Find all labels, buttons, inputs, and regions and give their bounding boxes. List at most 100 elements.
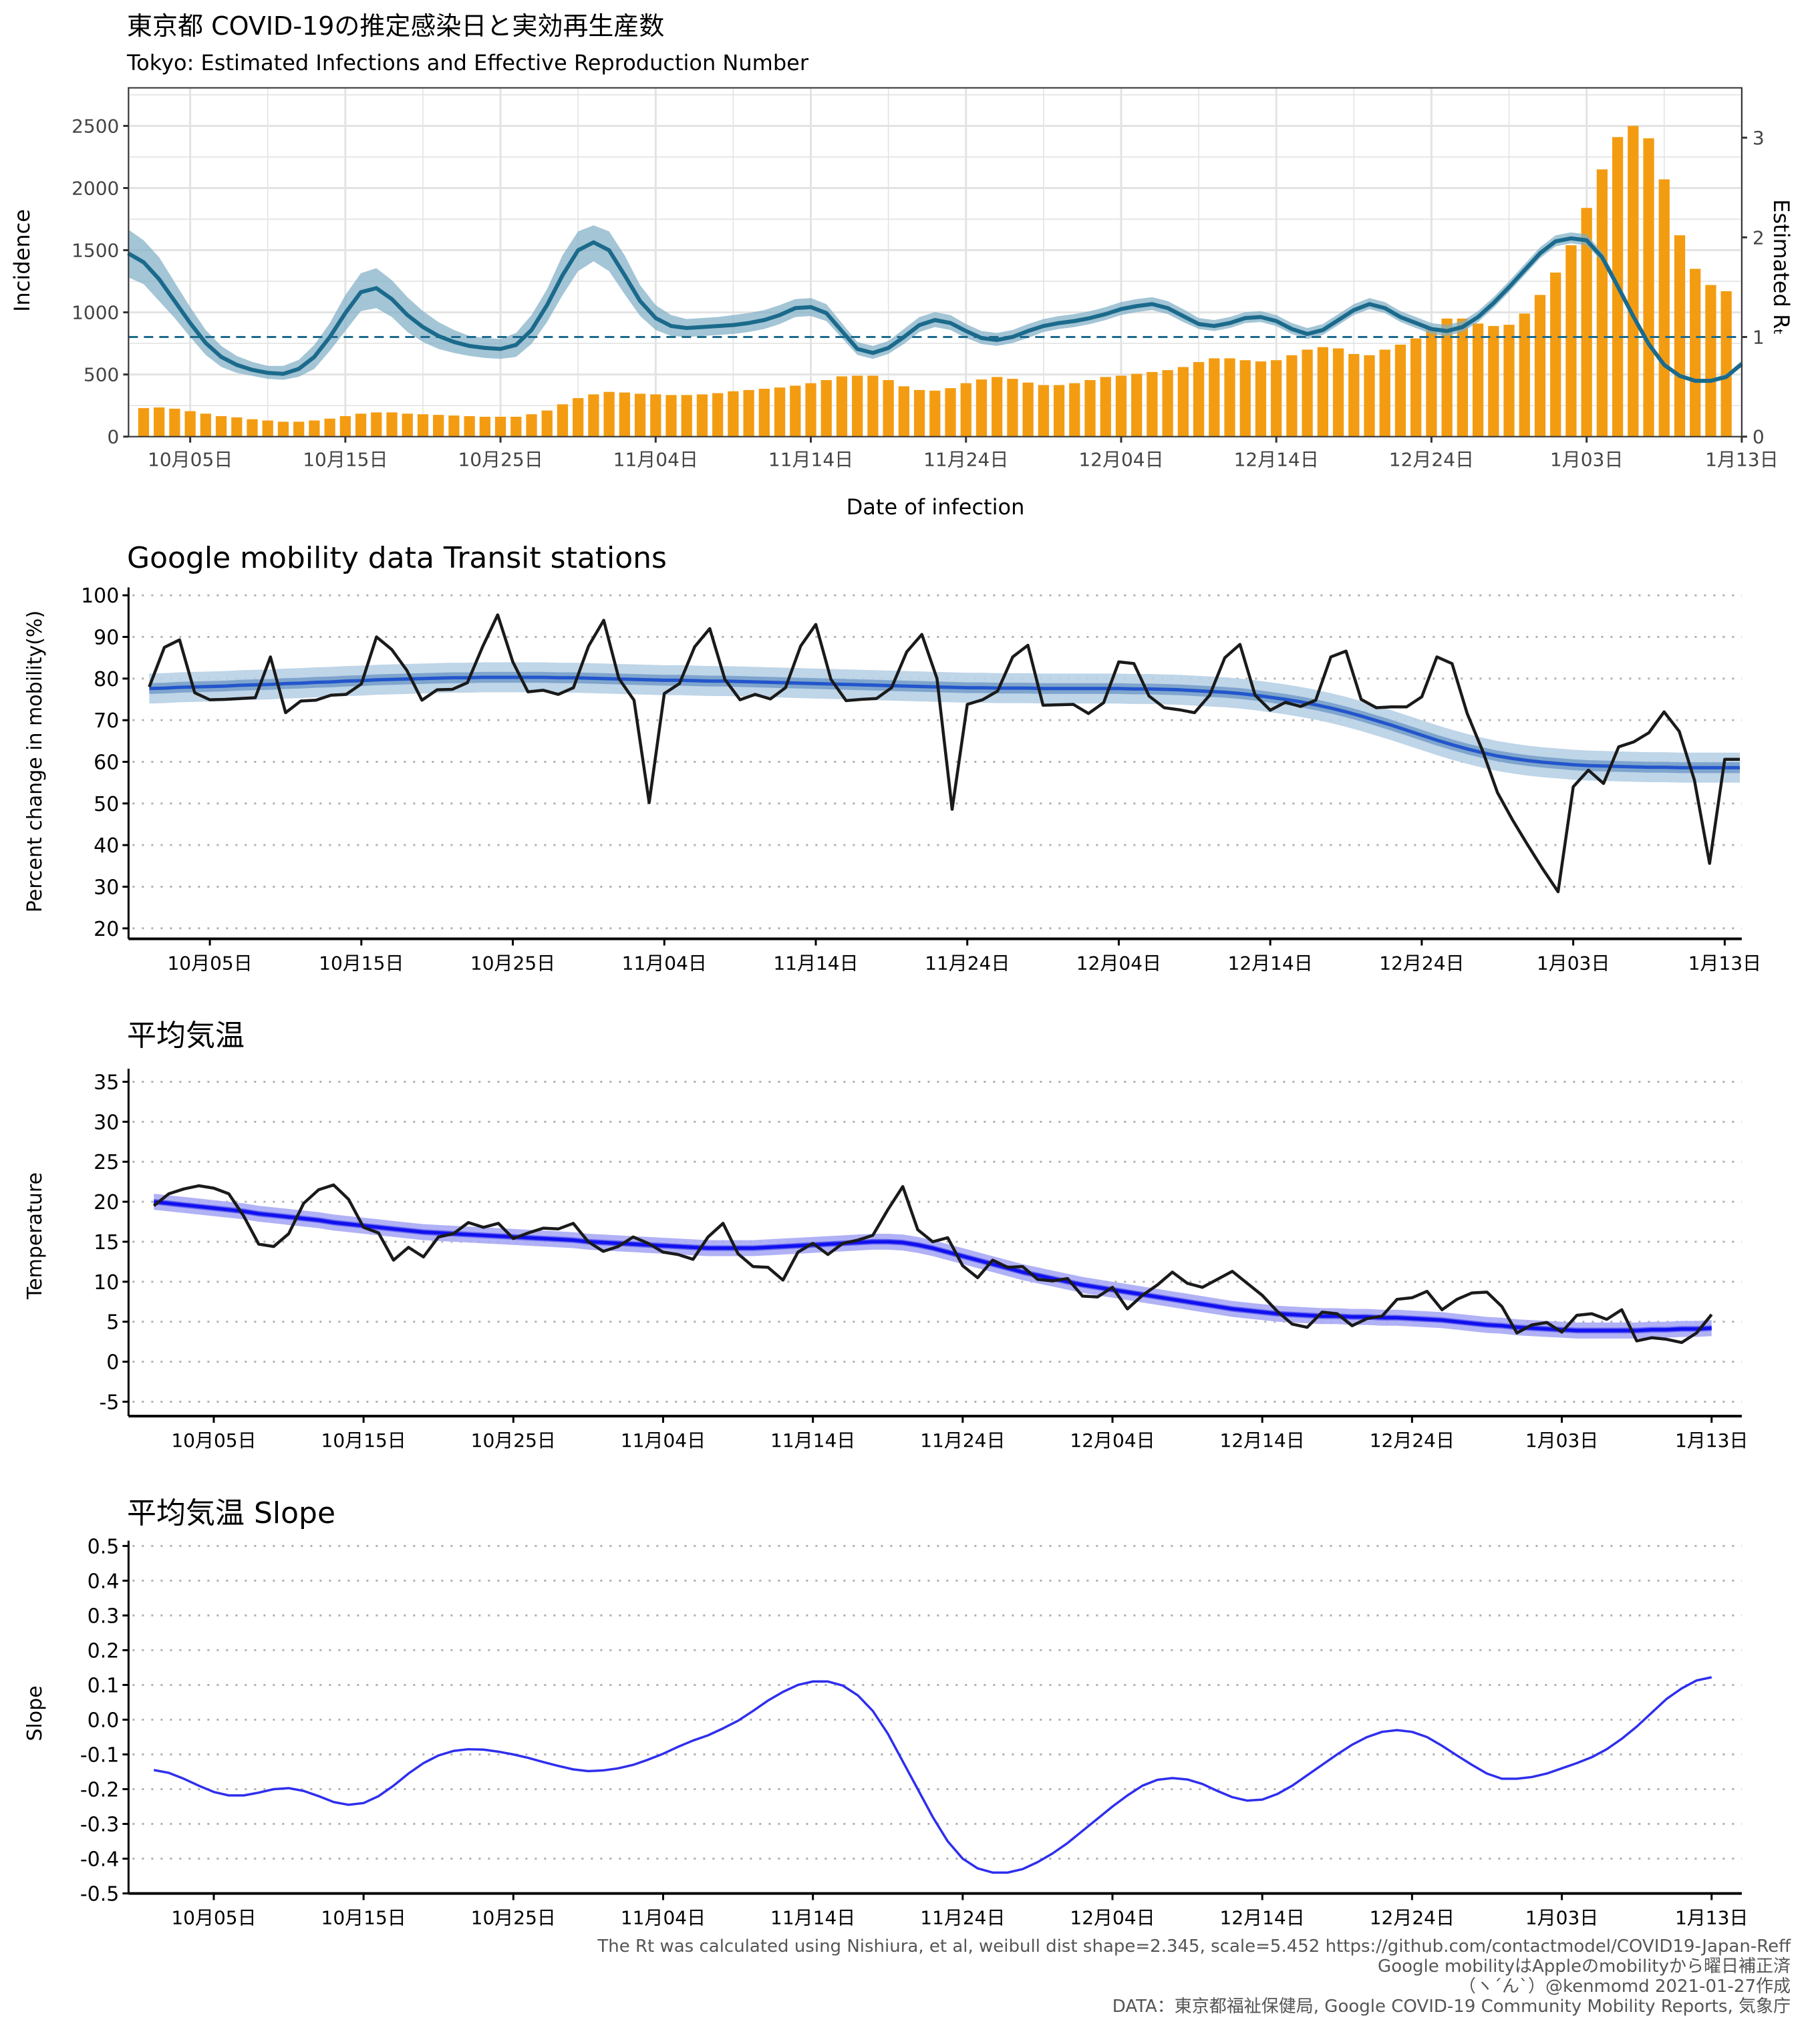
y-tick-label: 60 [94,751,119,775]
incidence-bar [1628,126,1639,437]
incidence-bar [154,407,165,437]
x-tick-label: 10月05日 [148,449,233,471]
slope-title: 平均気温 Slope [127,1496,335,1530]
y-tick-label: 30 [94,876,119,899]
trend-inner-band [154,1198,1712,1334]
incidence-bar [247,419,258,437]
incidence-bar [557,404,569,437]
y-axis-label-right: Estimated Rₜ [1769,199,1794,335]
incidence-bar [1720,291,1732,437]
incidence-bar [169,408,180,437]
incidence-bar [1690,269,1701,437]
incidence-bar [1332,348,1344,437]
y-tick-label: -0.1 [80,1743,120,1767]
y-tick-label: 20 [94,1191,119,1214]
y-tick-label: -0.5 [80,1883,120,1906]
incidence-bar [448,415,460,437]
x-tick-label: 11月04日 [621,1907,706,1929]
incidence-bar [665,395,677,437]
y-tick-label: 500 [84,364,119,386]
y-tick-label: 90 [94,627,119,650]
incidence-bar [1674,235,1686,437]
incidence-rt-panel: 0 500 1000 1500 2000 2500 0 1 2 3 10月05日 10月15日 10月2… [71,87,1779,471]
x-tick-label: 12月14日 [1220,1429,1305,1452]
x-tick-label: 12月24日 [1370,1429,1455,1452]
y-tick-label: 0.0 [88,1709,120,1732]
mobility-y-axis-label: Percent change in mobility(%) [23,611,47,912]
incidence-bar [820,380,832,437]
incidence-bar [1488,326,1499,437]
x-tick-label: 1月13日 [1675,1429,1748,1452]
y2-tick-label: 3 [1753,127,1765,149]
x-tick-label: 11月04日 [613,449,698,471]
incidence-bar [573,397,584,437]
incidence-bar [1394,344,1406,437]
x-tick-label: 1月03日 [1550,449,1623,471]
x-tick-label: 1月03日 [1525,1907,1598,1929]
incidence-bar [1643,138,1654,437]
x-tick-label: 1月03日 [1537,953,1610,975]
incidence-bar [479,416,490,437]
y-tick-label: 30 [94,1111,119,1134]
x-tick-label: 10月05日 [171,1429,256,1452]
mobility-panel: 20 30 40 50 60 70 80 90 100 10月05日 10月15日 10月25日 11月… [81,584,1761,974]
mobility-line [148,613,1741,894]
trend-outer-band [154,1194,1712,1339]
incidence-bar [1038,385,1049,437]
incidence-bar [805,383,816,437]
y-tick-label: 25 [94,1151,119,1174]
incidence-bar [588,394,599,437]
incidence-bar [1317,347,1328,437]
y-axis-label-left: Incidence [9,209,35,312]
x-tick-label: 12月04日 [1070,1907,1155,1929]
incidence-bar [743,389,754,437]
incidence-bar [1209,358,1220,437]
incidence-bar [1410,338,1422,437]
incidence-bar [945,388,956,437]
y-tick-label: 2500 [71,115,119,137]
incidence-bar [138,407,150,437]
slope-line [153,1676,1712,1874]
x-tick-label: 10月15日 [319,953,404,975]
incidence-bar [1596,169,1608,437]
y-tick-label: 40 [94,834,119,858]
y-tick-label: 70 [94,709,119,733]
incidence-bar [1550,273,1561,437]
y-tick-label: 0.4 [88,1570,120,1593]
x-tick-label: 11月14日 [768,449,853,471]
y-tick-label: -0.2 [80,1779,120,1802]
x-tick-label: 1月03日 [1525,1429,1598,1452]
incidence-bar [758,389,770,437]
temperature-line [152,1183,1713,1345]
x-tick-label: 11月14日 [770,1907,855,1929]
x-tick-label: 12月14日 [1220,1907,1305,1929]
incidence-bar [371,412,382,437]
incidence-bar [696,394,708,437]
incidence-bar [790,385,801,437]
x-tick-label: 10月15日 [321,1907,406,1929]
incidence-bar [184,411,196,437]
y-tick-label: 5 [106,1311,119,1335]
x-tick-label: 12月24日 [1370,1907,1455,1929]
incidence-bar [1162,370,1173,437]
incidence-bar [417,414,429,437]
incidence-bar [1534,295,1546,437]
y-tick-label: -0.4 [80,1848,120,1872]
slope-panel: -0.5 -0.4 -0.3 -0.2 -0.1 0.0 0.1 0.2 0.3 0.4 0.5 10… [80,1535,1749,1928]
incidence-bar [200,413,211,437]
temperature-y-axis-label: Temperature [23,1172,47,1300]
incidence-bar [433,415,444,437]
incidence-bar [541,410,553,437]
trend-line [149,675,1741,770]
incidence-bar [262,420,273,437]
footer-line-3: （ヽ´ん`）@kenmomd 2021-01-27作成 [1459,1977,1791,1997]
incidence-bar [898,386,909,437]
incidence-bar [1302,349,1313,437]
x-tick-label: 12月04日 [1070,1429,1155,1452]
incidence-bar [1177,367,1189,437]
incidence-bar [1115,375,1127,437]
incidence-bar [1069,383,1080,437]
incidence-bar [681,395,692,437]
x-tick-label: 10月15日 [303,449,388,471]
